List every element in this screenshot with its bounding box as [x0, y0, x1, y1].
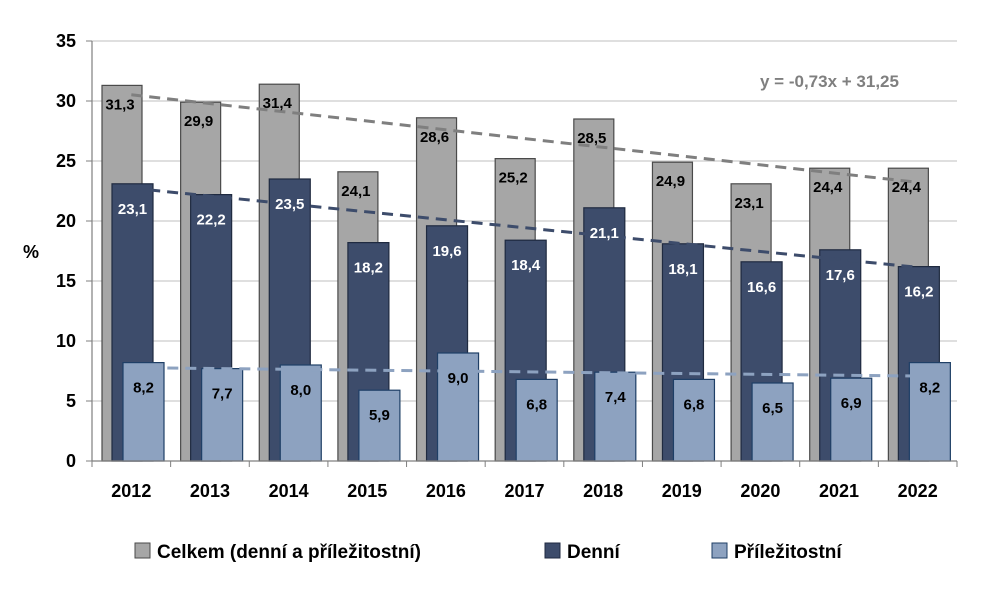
data-label: 6,9 — [841, 395, 862, 412]
legend: Celkem (denní a příležitostní) Denní Příle… — [134, 542, 842, 563]
data-label: 23,1 — [734, 195, 763, 212]
y-tick-label: 10 — [56, 331, 76, 351]
trendline-celkem — [131, 93, 918, 184]
bar-příležitostní-2020 — [751, 382, 794, 462]
data-label: 6,5 — [762, 400, 783, 417]
x-tick-label: 2017 — [504, 481, 544, 501]
bar-příležitostní-2012 — [122, 362, 165, 462]
bars — [101, 83, 951, 462]
data-label: 9,0 — [448, 370, 469, 387]
legend-label: Denní — [567, 542, 621, 563]
bar-příležitostní-2014 — [279, 364, 322, 462]
data-label: 28,5 — [577, 130, 606, 147]
trendline-denní — [131, 186, 918, 269]
data-label: 8,0 — [290, 382, 311, 399]
data-label: 22,2 — [197, 212, 226, 229]
bar-příležitostní-2019 — [672, 378, 716, 462]
bar-příležitostní-2022 — [908, 362, 951, 462]
y-tick-label: 35 — [56, 31, 76, 51]
data-labels: 31,3 29,9 31,4 24,1 28,6 25,2 28,5 24,9 23,1 24,4… — [105, 72, 940, 424]
y-tick-label: 30 — [56, 91, 76, 111]
data-label: 24,4 — [892, 179, 922, 196]
data-label: 28,6 — [420, 129, 449, 146]
legend-swatch — [711, 542, 728, 559]
data-label: 6,8 — [526, 396, 547, 413]
data-label: 7,7 — [212, 386, 233, 403]
data-label: 16,6 — [747, 279, 776, 296]
data-label: 25,2 — [499, 170, 528, 187]
data-label: 16,2 — [904, 284, 933, 301]
bar-příležitostní-2013 — [201, 368, 244, 462]
bar-příležitostní-2017 — [515, 378, 558, 462]
bar-příležitostní-2015 — [358, 389, 401, 462]
data-label: 24,4 — [813, 179, 843, 196]
y-tick-label: 15 — [56, 271, 76, 291]
y-tick-label: 25 — [56, 151, 76, 171]
data-label: 8,2 — [919, 380, 940, 397]
data-label: 23,1 — [118, 201, 147, 218]
legend-label: Příležitostní — [734, 542, 842, 563]
bar-příležitostní-2018 — [594, 371, 637, 462]
data-label: 29,9 — [184, 113, 213, 130]
x-tick-label: 2021 — [819, 481, 859, 501]
data-label: 23,5 — [275, 196, 304, 213]
x-tick-label: 2015 — [347, 481, 387, 501]
y-axis-title: % — [23, 242, 39, 262]
data-label: 19,6 — [432, 243, 461, 260]
data-label: 17,6 — [826, 267, 855, 284]
legend-swatch — [134, 542, 151, 559]
axes: 0 5 10 15 20 25 30 35 2012 2013 2014 2015 2016 2017 20… — [23, 31, 958, 501]
data-label: 5,9 — [369, 407, 390, 424]
x-tick-label: 2019 — [662, 481, 702, 501]
x-tick-label: 2012 — [111, 481, 151, 501]
data-label: 21,1 — [590, 225, 619, 242]
data-label: 8,2 — [133, 380, 154, 397]
legend-label: Celkem (denní a příležitostní) — [157, 542, 421, 563]
trend-equation: y = -0,73x + 31,25 — [760, 72, 899, 91]
x-tick-label: 2022 — [898, 481, 938, 501]
x-tick-label: 2014 — [269, 481, 309, 501]
x-tick-label: 2013 — [190, 481, 230, 501]
data-label: 31,4 — [263, 95, 293, 112]
data-label: 31,3 — [105, 96, 134, 113]
trendlines — [131, 93, 918, 378]
legend-swatch — [544, 542, 561, 559]
data-label: 18,2 — [354, 260, 383, 277]
y-tick-label: 5 — [66, 391, 76, 411]
x-tick-label: 2018 — [583, 481, 623, 501]
bar-příležitostní-2021 — [830, 377, 873, 462]
x-tick-label: 2020 — [740, 481, 780, 501]
y-tick-label: 20 — [56, 211, 76, 231]
data-label: 7,4 — [605, 389, 627, 406]
y-tick-label: 0 — [66, 451, 76, 471]
x-tick-label: 2016 — [426, 481, 466, 501]
data-label: 6,8 — [684, 396, 705, 413]
data-label: 18,4 — [511, 257, 541, 274]
data-label: 24,1 — [341, 183, 370, 200]
data-label: 24,9 — [656, 173, 685, 190]
trendline-příležitostní — [131, 366, 918, 378]
data-label: 18,1 — [668, 261, 697, 278]
